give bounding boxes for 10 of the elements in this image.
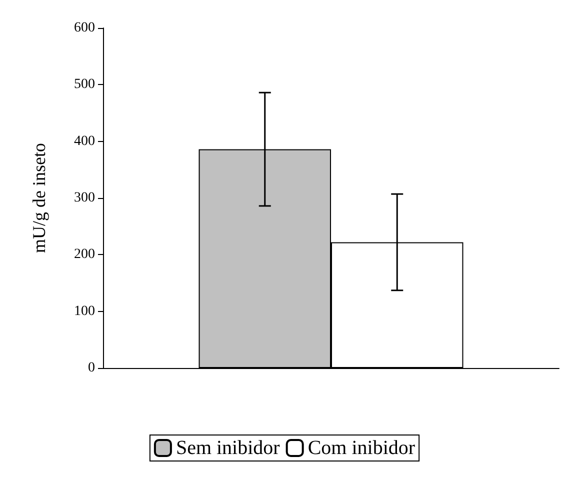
legend-label: Com inibidor — [308, 437, 416, 459]
y-tick-label: 500 — [74, 77, 95, 92]
y-tick-label: 0 — [88, 360, 95, 376]
y-tick-label: 100 — [74, 304, 95, 319]
y-tick-label: 300 — [74, 190, 95, 206]
y-axis-title: mU/g de inseto — [29, 143, 49, 253]
y-tick-label: 600 — [74, 20, 95, 36]
y-tick-label: 400 — [74, 134, 95, 149]
legend-label: Sem inibidor — [176, 437, 280, 459]
y-tick-label: 200 — [74, 247, 95, 262]
